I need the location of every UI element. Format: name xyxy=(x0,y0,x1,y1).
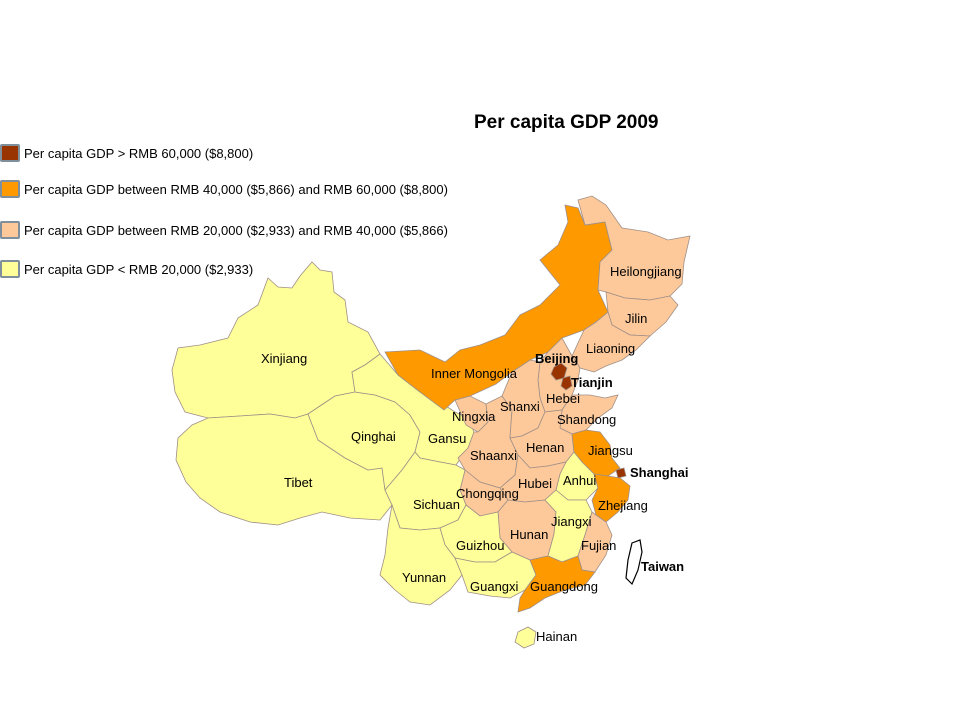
province-label-liaoning: Liaoning xyxy=(586,341,635,356)
region-fujian xyxy=(577,511,613,573)
legend-label-tier3: Per capita GDP between RMB 20,000 ($2,93… xyxy=(24,222,448,238)
province-label-beijing: Beijing xyxy=(535,351,578,366)
province-label-henan: Henan xyxy=(526,440,564,455)
province-label-guangxi: Guangxi xyxy=(470,579,519,594)
legend-item-tier1: Per capita GDP > RMB 60,000 ($8,800) xyxy=(0,142,253,164)
legend-item-tier3: Per capita GDP between RMB 20,000 ($2,93… xyxy=(0,219,448,241)
province-label-chongqing: Chongqing xyxy=(456,486,519,501)
province-label-sichuan: Sichuan xyxy=(413,497,460,512)
province-label-fujian: Fujian xyxy=(581,538,616,553)
province-label-hubei: Hubei xyxy=(518,476,552,491)
province-label-tibet: Tibet xyxy=(284,475,313,490)
region-zhejiang xyxy=(591,473,631,523)
province-label-guizhou: Guizhou xyxy=(456,538,504,553)
map-title: Per capita GDP 2009 xyxy=(474,112,659,133)
province-label-heilongjiang: Heilongjiang xyxy=(610,264,682,279)
region-tibet xyxy=(175,413,393,526)
province-label-hainan: Hainan xyxy=(536,629,577,644)
province-label-shanghai: Shanghai xyxy=(630,465,689,480)
legend-label-tier2: Per capita GDP between RMB 40,000 ($5,86… xyxy=(24,181,448,197)
region-shanghai xyxy=(615,467,627,479)
province-label-shaanxi: Shaanxi xyxy=(470,448,517,463)
province-label-anhui: Anhui xyxy=(563,473,596,488)
legend-swatch-tier1 xyxy=(0,144,20,162)
province-label-jilin: Jilin xyxy=(625,311,647,326)
province-label-guangdong: Guangdong xyxy=(530,579,598,594)
region-taiwan xyxy=(625,539,643,586)
legend-swatch-tier2 xyxy=(0,180,20,198)
legend-swatch-tier3 xyxy=(0,221,20,239)
province-label-hunan: Hunan xyxy=(510,527,548,542)
province-label-shanxi: Shanxi xyxy=(500,399,540,414)
province-label-zhejiang: Zhejiang xyxy=(598,498,648,513)
province-label-tianjin: Tianjin xyxy=(571,375,613,390)
province-label-shandong: Shandong xyxy=(557,412,616,427)
region-guangdong xyxy=(517,555,596,613)
province-label-ningxia: Ningxia xyxy=(452,409,496,424)
province-label-jiangsu: Jiangsu xyxy=(588,443,633,458)
province-label-xinjiang: Xinjiang xyxy=(261,351,307,366)
legend-swatch-tier4 xyxy=(0,260,20,278)
region-tianjin xyxy=(560,375,573,391)
province-label-taiwan: Taiwan xyxy=(641,559,684,574)
region-yunnan xyxy=(379,503,463,606)
province-label-yunnan: Yunnan xyxy=(402,570,446,585)
legend-label-tier1: Per capita GDP > RMB 60,000 ($8,800) xyxy=(24,145,254,161)
region-hainan xyxy=(514,626,537,649)
province-label-jiangxi: Jiangxi xyxy=(551,514,592,529)
province-label-hebei: Hebei xyxy=(546,391,580,406)
legend-label-tier4: Per capita GDP < RMB 20,000 ($2,933) xyxy=(24,261,254,277)
province-label-qinghai: Qinghai xyxy=(351,429,396,444)
province-label-inner-mongolia: Inner Mongolia xyxy=(431,366,518,381)
legend-item-tier4: Per capita GDP < RMB 20,000 ($2,933) xyxy=(0,258,253,280)
legend-item-tier2: Per capita GDP between RMB 40,000 ($5,86… xyxy=(0,178,448,200)
province-label-gansu: Gansu xyxy=(428,431,466,446)
